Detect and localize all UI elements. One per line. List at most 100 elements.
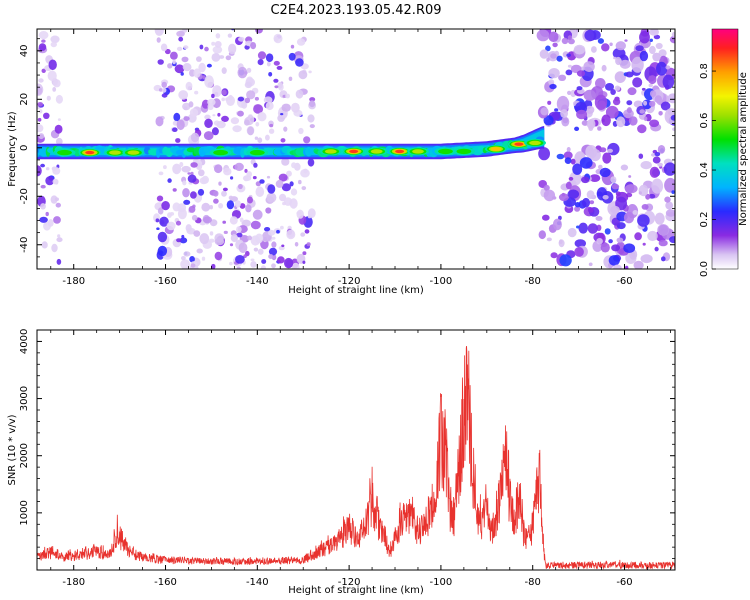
noise-blob: [181, 256, 186, 261]
colorbar-ticks: 0.0 0.2 0.4 0.6 0.8: [699, 63, 716, 277]
band-peak: [514, 142, 524, 146]
noise-blob: [587, 207, 594, 213]
noise-blob: [582, 197, 590, 208]
noise-blob: [234, 162, 244, 171]
spectrogram-y-tick-label: -20: [19, 188, 30, 204]
noise-blob: [271, 241, 277, 248]
noise-blob: [227, 33, 233, 38]
noise-blob: [648, 193, 656, 199]
noise-blob: [255, 122, 260, 127]
noise-blob: [182, 63, 192, 72]
snr-x-tick-label: -60: [616, 577, 632, 588]
noise-blob: [37, 165, 42, 177]
noise-blob: [204, 118, 213, 128]
noise-blob: [539, 49, 549, 59]
noise-blob: [55, 137, 63, 146]
noise-blob: [37, 83, 44, 96]
noise-blob: [289, 181, 294, 187]
noise-blob: [623, 243, 636, 253]
snr-x-tick-label: -160: [154, 577, 177, 588]
noise-blob: [612, 98, 621, 106]
spectrogram-x-tick-label: -60: [616, 276, 632, 287]
noise-blob: [576, 225, 580, 229]
colorbar-tick-label: 0.4: [699, 162, 710, 178]
noise-blob: [281, 183, 291, 192]
noise-blob: [615, 41, 626, 51]
noise-blob: [158, 88, 163, 92]
noise-blob: [283, 126, 288, 132]
noise-blob: [546, 237, 552, 242]
noise-blob: [50, 195, 58, 204]
noise-blob: [656, 61, 668, 76]
noise-blob: [228, 195, 234, 200]
colorbar-tick-label: 0.8: [699, 63, 710, 79]
noise-blob: [228, 43, 237, 55]
noise-blob: [610, 89, 616, 95]
spectrogram-x-tick-label: -180: [62, 276, 85, 287]
noise-blob: [652, 156, 661, 164]
snr-x-tick-label: -80: [525, 577, 541, 588]
band-peak: [324, 149, 337, 154]
noise-blob: [162, 87, 167, 93]
noise-blob: [246, 171, 252, 178]
noise-blob: [244, 81, 253, 89]
noise-blob: [236, 226, 242, 233]
noise-blob: [259, 179, 265, 184]
colorbar-gradient: [712, 29, 738, 269]
noise-blob: [277, 256, 285, 264]
noise-blob: [172, 127, 178, 132]
noise-blob: [238, 36, 245, 42]
noise-blob: [598, 164, 603, 170]
spectrogram-x-tick-label: -120: [338, 276, 361, 287]
spectrogram-y-ticks: -40 -20 0 20 40: [19, 38, 675, 258]
noise-blob: [189, 108, 199, 117]
noise-blob: [175, 138, 181, 143]
spectrogram-band: [37, 126, 546, 160]
noise-blob: [550, 53, 557, 59]
noise-blob: [620, 164, 629, 171]
noise-blob: [641, 87, 646, 91]
noise-blob: [542, 214, 550, 221]
noise-blob: [250, 220, 261, 230]
noise-blob: [182, 188, 190, 198]
noise-blob: [298, 179, 302, 185]
noise-blob: [609, 42, 613, 47]
noise-blob: [649, 38, 653, 42]
noise-blob: [183, 116, 190, 121]
noise-blob: [602, 152, 612, 164]
noise-blob: [578, 222, 588, 234]
noise-blob: [182, 102, 191, 111]
noise-blob: [221, 67, 227, 74]
spectrogram-x-tick-label: -140: [246, 276, 269, 287]
noise-blob: [176, 30, 185, 37]
noise-blob: [46, 95, 51, 101]
spectrogram-y-tick-label: -40: [19, 237, 30, 253]
snr-y-ticks: 1000 2000 3000 4000: [19, 329, 675, 559]
noise-blob: [295, 58, 304, 67]
noise-blob: [308, 70, 312, 74]
spectrogram-y-tick-label: 0: [19, 145, 30, 151]
noise-blob: [163, 165, 167, 170]
noise-blob: [627, 87, 637, 96]
noise-blob: [204, 114, 211, 120]
noise-blob: [639, 109, 645, 114]
noise-blob: [616, 116, 626, 128]
noise-blob: [271, 236, 276, 240]
noise-blob: [660, 101, 671, 111]
noise-blob: [172, 163, 182, 175]
noise-blob: [176, 46, 183, 52]
noise-blob: [669, 236, 675, 244]
noise-blob: [198, 62, 206, 73]
noise-blob: [554, 108, 559, 112]
noise-blob: [610, 176, 617, 184]
noise-blob: [567, 64, 572, 68]
noise-blob: [161, 201, 170, 211]
noise-blob: [564, 157, 572, 165]
noise-blob: [585, 105, 595, 114]
noise-blob: [567, 189, 580, 199]
noise-blob: [201, 256, 206, 261]
noise-blob: [156, 227, 160, 230]
noise-blob: [181, 234, 185, 239]
noise-blob: [164, 48, 171, 55]
noise-blob: [543, 184, 550, 191]
